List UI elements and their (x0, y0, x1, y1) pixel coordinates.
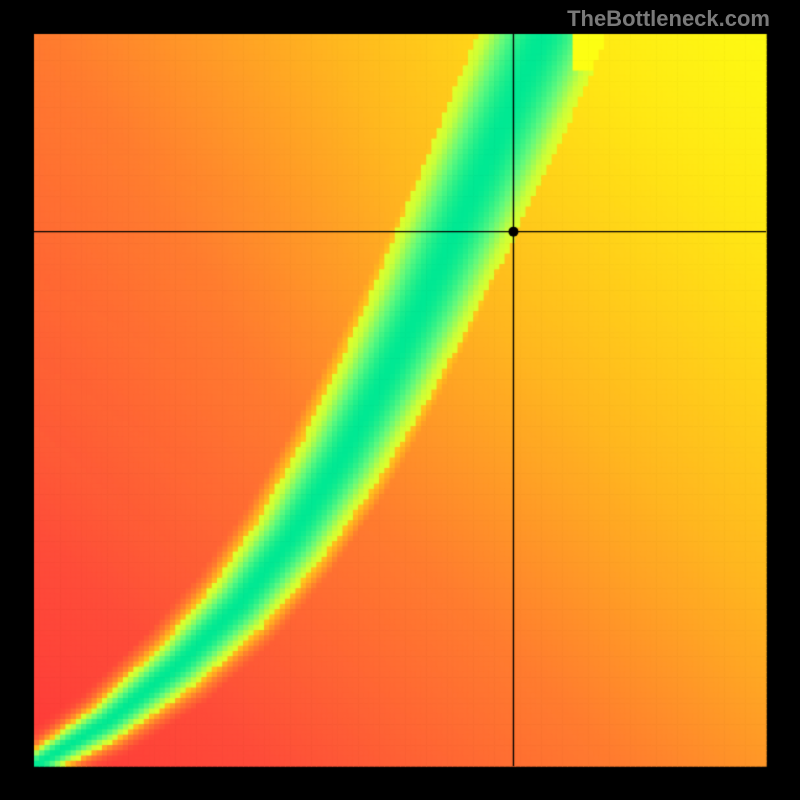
watermark-text: TheBottleneck.com (567, 6, 770, 32)
chart-container: { "watermark": { "text": "TheBottleneck.… (0, 0, 800, 800)
bottleneck-heatmap-canvas (0, 0, 800, 800)
